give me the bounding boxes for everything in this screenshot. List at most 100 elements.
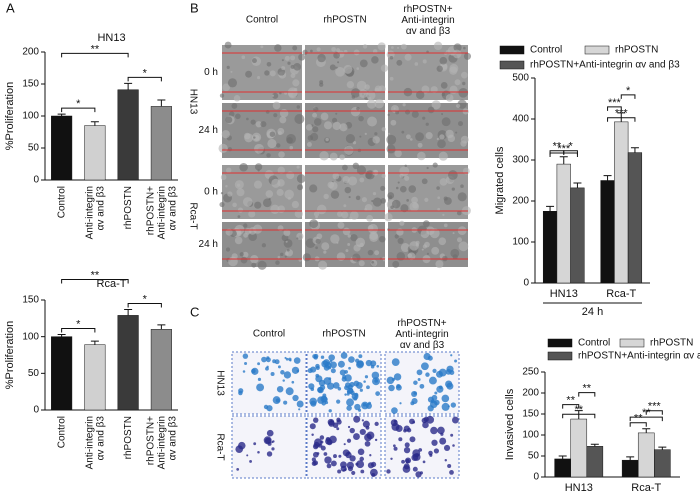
texture bbox=[349, 211, 359, 220]
stained-cell bbox=[296, 400, 304, 408]
texture bbox=[309, 219, 319, 229]
texture bbox=[224, 41, 232, 49]
stained-cell bbox=[337, 360, 345, 368]
texture bbox=[227, 191, 233, 197]
error-bar bbox=[57, 333, 66, 337]
texture bbox=[240, 256, 248, 264]
texture bbox=[440, 81, 448, 89]
significance-label: ** bbox=[634, 413, 643, 425]
stained-cell bbox=[270, 371, 275, 377]
stained-cell bbox=[391, 377, 396, 382]
stained-cell bbox=[375, 391, 381, 396]
texture bbox=[345, 134, 356, 144]
texture bbox=[284, 255, 287, 258]
texture bbox=[339, 154, 345, 160]
panel-label: B bbox=[190, 0, 199, 15]
significance-bracket bbox=[562, 404, 580, 409]
texture bbox=[276, 143, 281, 148]
texture bbox=[399, 220, 405, 226]
texture bbox=[397, 46, 400, 49]
texture bbox=[350, 234, 358, 242]
bar bbox=[51, 336, 73, 411]
stained-cell bbox=[437, 426, 445, 435]
texture bbox=[269, 70, 276, 77]
stained-cell bbox=[323, 452, 328, 456]
row-label: 24 h bbox=[199, 125, 218, 136]
texture bbox=[292, 45, 298, 51]
texture bbox=[337, 221, 345, 229]
texture bbox=[374, 87, 380, 93]
stained-cell bbox=[251, 368, 256, 374]
texture bbox=[219, 201, 225, 208]
texture bbox=[302, 49, 308, 55]
stained-cell bbox=[336, 399, 341, 404]
texture bbox=[463, 46, 466, 50]
texture bbox=[243, 223, 248, 228]
texture bbox=[345, 249, 349, 253]
texture bbox=[316, 204, 327, 215]
stained-cell bbox=[451, 416, 459, 424]
texture bbox=[323, 193, 329, 200]
stained-cell bbox=[422, 421, 429, 429]
texture bbox=[364, 204, 373, 212]
texture bbox=[417, 151, 426, 161]
texture bbox=[320, 112, 329, 121]
y-tick-label: 100 bbox=[512, 237, 529, 248]
texture bbox=[306, 142, 312, 147]
stained-cell bbox=[362, 420, 370, 428]
texture bbox=[284, 251, 289, 256]
texture bbox=[452, 254, 458, 260]
texture bbox=[242, 197, 253, 207]
texture bbox=[426, 252, 429, 255]
texture bbox=[291, 200, 300, 209]
texture bbox=[284, 55, 290, 61]
stained-cell bbox=[342, 449, 350, 457]
stained-cell bbox=[235, 445, 244, 453]
stained-cell bbox=[276, 385, 284, 393]
texture bbox=[400, 185, 407, 193]
texture bbox=[246, 117, 249, 121]
stained-cell bbox=[398, 437, 403, 442]
panel-label: C bbox=[190, 304, 199, 319]
texture bbox=[254, 163, 263, 171]
texture bbox=[218, 143, 228, 154]
texture bbox=[278, 151, 285, 158]
texture bbox=[261, 243, 267, 248]
texture bbox=[404, 175, 410, 181]
stained-cell bbox=[257, 377, 262, 382]
x-axis-label: 24 h bbox=[582, 306, 603, 318]
stained-cell bbox=[249, 459, 252, 463]
texture bbox=[451, 187, 455, 191]
significance-label: *** bbox=[608, 97, 622, 109]
texture bbox=[356, 80, 367, 91]
texture bbox=[431, 100, 441, 110]
row-label: 24 h bbox=[199, 239, 218, 250]
texture bbox=[362, 44, 368, 49]
texture bbox=[286, 171, 295, 180]
texture bbox=[420, 229, 430, 239]
texture bbox=[237, 207, 244, 213]
texture bbox=[370, 259, 378, 267]
texture bbox=[332, 172, 340, 180]
texture bbox=[284, 91, 288, 95]
texture bbox=[293, 62, 301, 71]
significance-bracket bbox=[61, 52, 129, 58]
texture bbox=[355, 195, 361, 201]
texture bbox=[394, 234, 399, 239]
texture bbox=[374, 250, 380, 256]
texture bbox=[455, 131, 458, 134]
texture bbox=[438, 151, 448, 161]
stained-cell bbox=[444, 459, 447, 462]
texture bbox=[409, 138, 413, 141]
bar bbox=[150, 329, 172, 411]
significance-label: * bbox=[143, 293, 148, 305]
stained-cell bbox=[280, 370, 285, 375]
significance-bracket bbox=[127, 76, 162, 82]
stained-cell bbox=[309, 423, 316, 430]
texture bbox=[245, 70, 253, 78]
texture bbox=[458, 88, 469, 98]
stained-cell bbox=[454, 359, 458, 363]
stained-cell bbox=[361, 419, 364, 422]
texture bbox=[286, 248, 290, 252]
error-bar bbox=[603, 175, 612, 181]
